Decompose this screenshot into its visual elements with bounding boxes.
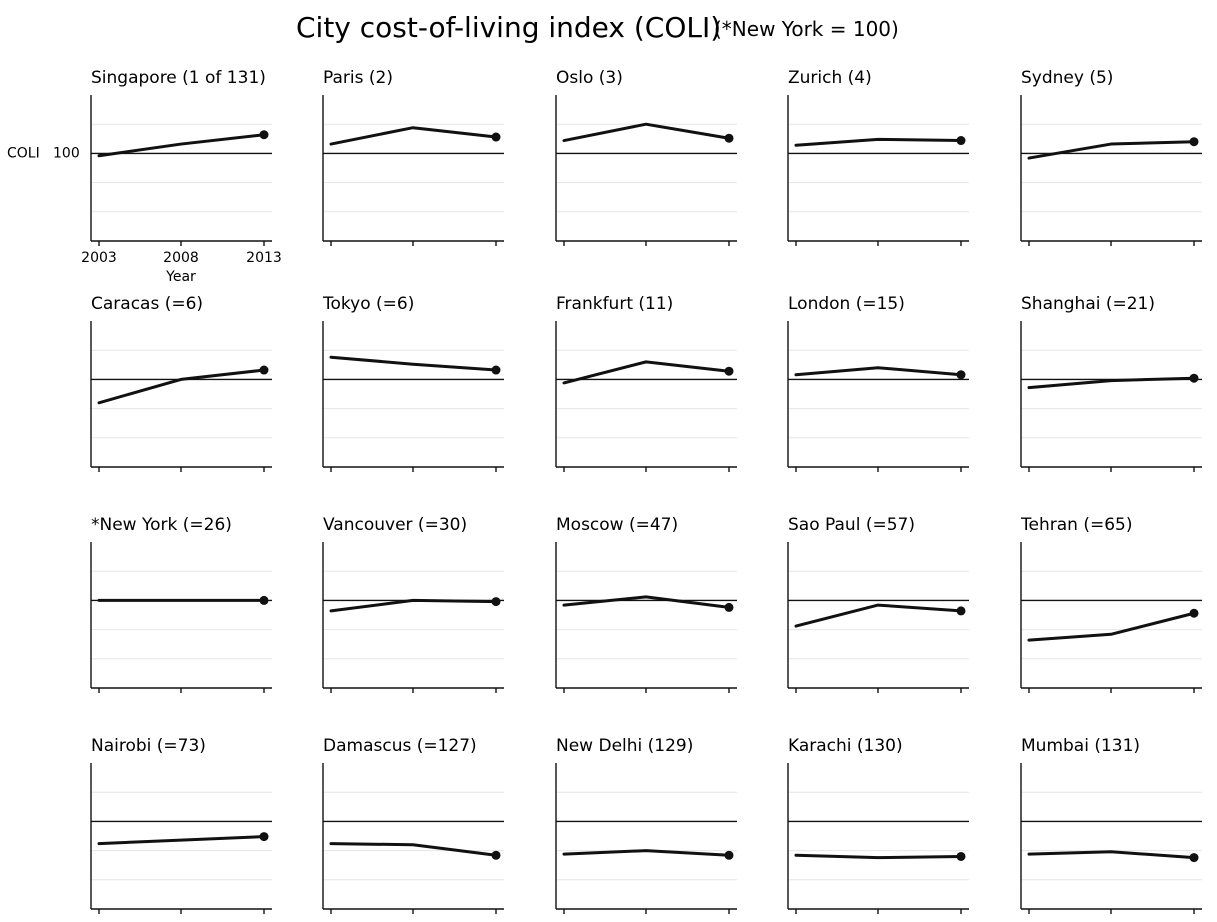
panel-title: Karachi (130)	[788, 736, 903, 756]
panel-grid: Singapore (1 of 131) 2003 2008 2013 Year COLI…	[7, 68, 1202, 914]
panel-title: New Delhi (129)	[556, 736, 693, 756]
chart-panel: Karachi (130)	[787, 736, 969, 914]
series-line	[1027, 140, 1196, 160]
series-line	[329, 126, 498, 146]
x-axis-label: Year	[165, 269, 196, 285]
chart-panel: Tokyo (=6)	[322, 294, 504, 472]
end-point	[491, 850, 501, 860]
end-point	[259, 832, 269, 842]
panel-title: Oslo (3)	[556, 68, 623, 88]
chart-panel: Tehran (=65)	[1020, 515, 1202, 693]
end-point	[1189, 608, 1199, 618]
x-tick-label: 2013	[246, 250, 282, 266]
series-line	[562, 360, 731, 385]
panel-title: *New York (=26)	[91, 515, 232, 535]
panel-title: Zurich (4)	[788, 68, 872, 88]
series-line	[97, 368, 266, 405]
panel-title: Tehran (=65)	[1020, 515, 1132, 535]
chart-title: City cost-of-living index (COLI)	[296, 11, 721, 44]
panel-title: Damascus (=127)	[323, 736, 477, 756]
end-point	[956, 136, 966, 146]
panel-title: London (=15)	[788, 294, 905, 314]
chart-panel: Shanghai (=21)	[1020, 294, 1202, 472]
x-tick-label: 2003	[81, 250, 117, 266]
panel-title: Singapore (1 of 131)	[91, 68, 266, 88]
series-line	[794, 366, 963, 377]
series-line	[562, 122, 731, 143]
series-line	[1027, 611, 1196, 642]
end-point	[956, 606, 966, 616]
end-point	[259, 130, 269, 140]
end-point	[724, 602, 734, 612]
end-point	[956, 851, 966, 861]
panel-title: Nairobi (=73)	[91, 736, 206, 756]
series-line	[329, 598, 498, 613]
series-line	[97, 133, 266, 158]
chart-panel: Sao Paul (=57)	[787, 515, 969, 693]
panel-title: Caracas (=6)	[91, 294, 203, 314]
end-point	[259, 365, 269, 375]
panel-title: Tokyo (=6)	[322, 294, 414, 314]
chart-panel: New Delhi (129)	[555, 736, 737, 914]
chart-panel: Vancouver (=30)	[322, 515, 504, 693]
series-line	[1027, 850, 1196, 860]
panel-title: Sao Paul (=57)	[788, 515, 915, 535]
end-point	[259, 595, 269, 605]
chart-panel: London (=15)	[787, 294, 969, 472]
series-line	[97, 835, 266, 846]
series-line	[329, 355, 498, 372]
y-axis-label: COLI	[7, 145, 40, 161]
chart-panel: Caracas (=6)	[90, 294, 272, 472]
chart-panel: Zurich (4)	[787, 68, 969, 246]
end-point	[1189, 373, 1199, 383]
series-line	[794, 853, 963, 860]
series-line	[562, 849, 731, 857]
panel-title: Mumbai (131)	[1021, 736, 1140, 756]
end-point	[724, 850, 734, 860]
panel-title: Paris (2)	[323, 68, 393, 88]
series-line	[562, 595, 731, 609]
chart-panel: *New York (=26)	[90, 515, 272, 693]
chart-subtitle: (*New York = 100)	[714, 17, 899, 41]
chart-panel: Oslo (3)	[555, 68, 737, 246]
series-line	[329, 842, 498, 857]
series-line	[794, 137, 963, 147]
end-point	[956, 370, 966, 380]
end-point	[724, 366, 734, 376]
panel-title: Moscow (=47)	[556, 515, 678, 535]
panel-title: Shanghai (=21)	[1021, 294, 1155, 314]
chart-panel: Moscow (=47)	[555, 515, 737, 693]
panel-title: Vancouver (=30)	[323, 515, 467, 535]
end-point	[491, 132, 501, 142]
chart-panel: Nairobi (=73)	[90, 736, 272, 914]
chart-panel: Singapore (1 of 131) 2003 2008 2013 Year COLI…	[7, 68, 282, 285]
chart-panel: Mumbai (131)	[1020, 736, 1202, 914]
chart-panel: Frankfurt (11)	[555, 294, 737, 472]
chart-panel: Damascus (=127)	[322, 736, 504, 914]
panel-title: Sydney (5)	[1021, 68, 1113, 88]
chart-panel: Paris (2)	[322, 68, 504, 246]
end-point	[1189, 137, 1199, 147]
x-tick-label: 2008	[163, 250, 199, 266]
panel-title: Frankfurt (11)	[556, 294, 673, 314]
end-point	[724, 133, 734, 143]
chart-panel: Sydney (5)	[1020, 68, 1202, 246]
end-point	[491, 365, 501, 375]
series-line	[794, 603, 963, 628]
series-line	[1027, 376, 1196, 390]
end-point	[491, 597, 501, 607]
reference-value-label: 100	[53, 145, 80, 161]
end-point	[1189, 853, 1199, 863]
